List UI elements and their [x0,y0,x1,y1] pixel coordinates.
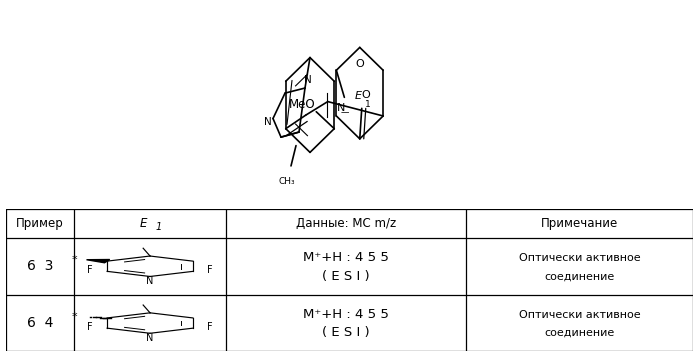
Text: O: O [361,90,370,100]
Text: E: E [140,217,147,230]
Text: Оптически активное: Оптически активное [519,253,641,263]
Text: N: N [264,117,272,127]
Text: ( E S I ): ( E S I ) [322,270,370,283]
Text: N: N [337,103,345,113]
Text: E: E [355,91,362,101]
Text: *: * [71,255,77,265]
Polygon shape [87,260,110,263]
Text: N: N [146,333,154,343]
Text: Примечание: Примечание [541,217,619,230]
Text: Данные: МС m/z: Данные: МС m/z [296,217,396,230]
Text: соединение: соединение [545,328,615,338]
Text: CH₃: CH₃ [279,177,295,186]
Text: N: N [146,277,154,286]
Text: ( E S I ): ( E S I ) [322,327,370,339]
Text: 6  3: 6 3 [27,259,53,273]
Text: N: N [304,75,312,84]
Text: O: O [355,59,364,69]
Text: F: F [87,322,93,332]
Text: *: * [71,312,77,322]
Text: MeO: MeO [289,98,315,111]
Text: 1: 1 [155,222,161,232]
Text: соединение: соединение [545,271,615,281]
Text: F: F [208,265,213,275]
Text: M⁺+H : 4 5 5: M⁺+H : 4 5 5 [303,251,389,264]
Text: 6  4: 6 4 [27,316,53,330]
Text: —: — [340,108,349,117]
Text: Пример: Пример [16,217,64,230]
Text: M⁺+H : 4 5 5: M⁺+H : 4 5 5 [303,308,389,321]
Text: Оптически активное: Оптически активное [519,310,641,320]
Text: 1: 1 [364,100,370,109]
Text: F: F [208,322,213,332]
Text: F: F [87,265,93,275]
